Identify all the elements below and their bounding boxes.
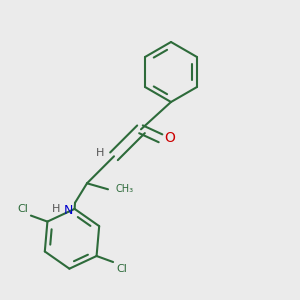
Text: H: H (52, 204, 61, 214)
Text: CH₃: CH₃ (116, 184, 134, 194)
Text: H: H (96, 148, 105, 158)
Text: O: O (164, 131, 175, 145)
Text: Cl: Cl (116, 263, 127, 274)
Text: Cl: Cl (17, 204, 28, 214)
Text: N: N (64, 204, 74, 217)
